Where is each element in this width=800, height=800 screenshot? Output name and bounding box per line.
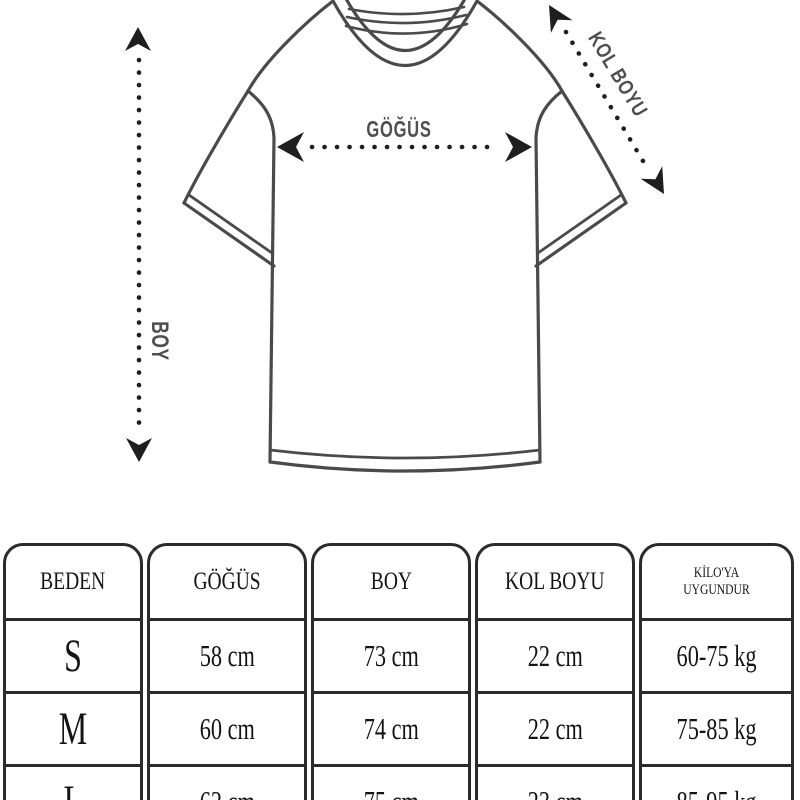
header-text: KOL BOYU <box>505 568 605 595</box>
table-column-beden: BEDEN S M L <box>3 543 143 800</box>
body-bottom-edge <box>268 460 542 473</box>
collar-rib-line <box>347 5 466 16</box>
body-bottom-hem-line <box>268 448 542 460</box>
table-column-boy: BOY 73 cm 74 cm 75 cm <box>311 543 471 800</box>
cell-text: 73 cm <box>363 638 419 673</box>
arrowhead-down-icon <box>126 438 152 462</box>
chest-arrow: GÖĞÜS <box>277 115 532 162</box>
cell-text: S <box>64 630 82 682</box>
chest-label: GÖĞÜS <box>366 115 431 143</box>
cell-sleeve-s: 22 cm <box>478 618 632 691</box>
tshirt-measurement-diagram: BOY GÖĞÜS KOL BOYU <box>125 0 664 473</box>
arrowhead-right-icon <box>505 132 532 162</box>
cell-text: 75 cm <box>363 784 418 800</box>
cell-size-m: M <box>6 691 140 764</box>
cell-text: 23 cm <box>527 784 582 800</box>
cell-text: M <box>58 703 88 755</box>
length-arrow: BOY <box>125 27 173 462</box>
right-sleeve-hem-line <box>536 193 623 255</box>
body-right-edge <box>534 89 564 464</box>
header-text: KİLO'YA UYGUNDUR <box>683 565 749 599</box>
cell-weight-l: 85-95 kg <box>642 764 791 800</box>
cell-chest-s: 58 cm <box>150 618 304 691</box>
cell-text: 62 cm <box>199 784 254 800</box>
right-sleeve-outer-edge <box>560 89 628 205</box>
header-text: BOY <box>370 568 412 595</box>
cell-length-m: 74 cm <box>314 691 468 764</box>
collar-rib-line <box>345 13 468 25</box>
left-sleeve-outer-edge <box>182 89 250 205</box>
header-text: BEDEN <box>40 568 106 595</box>
header-cell-boy: BOY <box>314 546 468 618</box>
body-left-edge <box>246 89 276 464</box>
cell-text: 22 cm <box>527 638 583 673</box>
table-column-gogus: GÖĞÜS 58 cm 60 cm 62 cm <box>147 543 307 800</box>
sleeve-dotted-line <box>563 29 649 169</box>
header-cell-kol-boyu: KOL BOYU <box>478 546 632 618</box>
arrowhead-left-icon <box>277 132 304 162</box>
right-sleeve-cuff-edge <box>534 201 628 268</box>
header-line-2: UYGUNDUR <box>683 582 750 598</box>
cell-weight-s: 60-75 kg <box>642 618 791 691</box>
header-cell-beden: BEDEN <box>6 546 140 618</box>
cell-text: 60-75 kg <box>676 638 757 673</box>
cell-chest-m: 60 cm <box>150 691 304 764</box>
cell-size-s: S <box>6 618 140 691</box>
cell-text: 60 cm <box>199 711 255 746</box>
arrowhead-upleft-icon <box>549 5 573 33</box>
arrowhead-up-icon <box>125 27 151 51</box>
cell-text: 75-85 kg <box>676 711 757 746</box>
left-sleeve-hem-line <box>187 193 274 255</box>
arrowhead-downright-icon <box>640 166 664 194</box>
header-cell-kiloya-uygundur: KİLO'YA UYGUNDUR <box>642 546 791 618</box>
table-column-kol-boyu: KOL BOYU 22 cm 22 cm 23 cm <box>475 543 635 800</box>
size-table: BEDEN S M L GÖĞÜS 58 cm 60 cm 62 cm BOY … <box>3 543 794 800</box>
header-cell-gogus: GÖĞÜS <box>150 546 304 618</box>
header-line-1: KİLO'YA <box>693 564 740 581</box>
collar-rib-line <box>344 22 469 35</box>
cell-length-s: 73 cm <box>314 618 468 691</box>
cell-text: L <box>63 775 83 800</box>
cell-sleeve-m: 22 cm <box>478 691 632 764</box>
cell-text: 58 cm <box>199 638 255 673</box>
cell-length-l: 75 cm <box>314 764 468 800</box>
cell-text: 74 cm <box>363 711 419 746</box>
length-label: BOY <box>146 321 172 361</box>
left-shoulder-seam <box>246 0 335 93</box>
left-sleeve-cuff-edge <box>182 201 276 268</box>
cell-weight-m: 75-85 kg <box>642 691 791 764</box>
cell-size-l: L <box>6 764 140 800</box>
cell-sleeve-l: 23 cm <box>478 764 632 800</box>
cell-chest-l: 62 cm <box>150 764 304 800</box>
collar-outer-line <box>331 0 479 68</box>
tshirt-outline <box>182 0 628 473</box>
cell-text: 22 cm <box>527 711 583 746</box>
cell-text: 85-95 kg <box>677 784 757 800</box>
header-text: GÖĞÜS <box>193 568 261 595</box>
right-shoulder-seam <box>475 0 564 93</box>
